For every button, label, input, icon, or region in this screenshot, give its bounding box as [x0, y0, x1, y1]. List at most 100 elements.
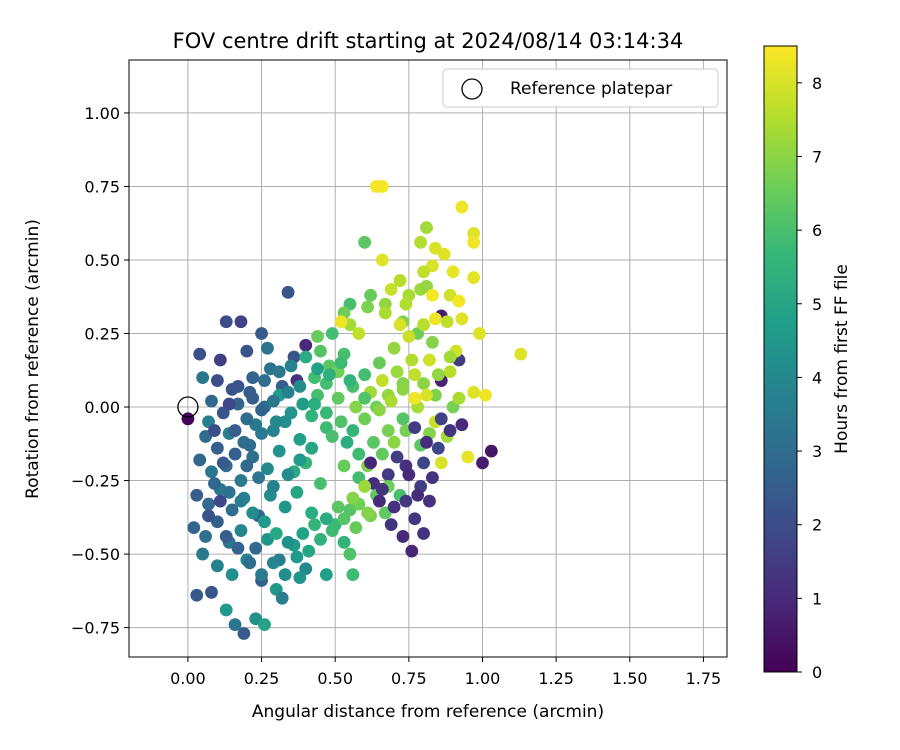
data-point [384, 282, 398, 296]
data-point [384, 518, 398, 532]
data-point [293, 432, 307, 446]
data-point [208, 477, 221, 490]
data-point [319, 512, 333, 526]
data-point [372, 356, 386, 370]
data-point [417, 527, 430, 540]
data-point [302, 544, 316, 558]
data-point [219, 530, 233, 543]
data-point [467, 227, 481, 240]
data-point [405, 544, 419, 558]
data-point [290, 550, 304, 564]
data-point [331, 500, 345, 514]
data-point [231, 541, 245, 555]
data-point [467, 235, 481, 249]
data-point [461, 450, 475, 464]
data-point [428, 388, 442, 402]
data-point [272, 444, 286, 458]
data-point [240, 344, 254, 358]
data-point [225, 568, 239, 582]
data-point [420, 221, 433, 235]
data-point [234, 494, 248, 508]
data-point [213, 494, 227, 508]
data-point [405, 353, 419, 367]
data-point [255, 403, 268, 417]
colorbar-label: Hours from first FF file [832, 264, 852, 454]
data-point [390, 450, 404, 464]
data-point [269, 415, 283, 429]
data-points [181, 180, 528, 640]
legend: Reference platepar [442, 68, 719, 108]
data-point [266, 556, 280, 570]
data-point [296, 527, 310, 540]
data-point [372, 403, 386, 417]
chart-title: FOV centre drift starting at 2024/08/14 … [173, 29, 684, 53]
data-point [202, 497, 215, 511]
y-axis-label: Rotation from reference (arcmin) [23, 219, 43, 499]
data-point [266, 394, 280, 408]
data-point [216, 456, 230, 470]
data-point [352, 447, 366, 461]
data-point [337, 512, 351, 526]
reference-platepar-marker [177, 396, 199, 418]
data-point [331, 391, 345, 405]
data-point [293, 453, 307, 467]
y-tick-label: 0.75 [84, 177, 120, 196]
data-point [358, 368, 372, 382]
data-point [381, 424, 395, 437]
data-point [308, 397, 321, 411]
data-point [334, 315, 348, 329]
data-point [372, 494, 386, 508]
data-point [299, 338, 313, 352]
data-point [208, 424, 221, 437]
data-point [402, 468, 416, 482]
data-point [396, 382, 410, 396]
data-point [219, 315, 233, 329]
data-point [337, 459, 351, 473]
data-point [426, 288, 439, 302]
data-point [319, 568, 333, 582]
data-point [255, 427, 268, 440]
y-tick-label: 0.25 [84, 325, 120, 344]
data-point [476, 456, 489, 470]
data-point [305, 506, 319, 520]
data-point [193, 453, 207, 467]
data-point [364, 288, 377, 302]
data-point [305, 409, 319, 423]
data-point [358, 412, 372, 426]
data-point [384, 394, 398, 408]
data-point [278, 500, 292, 514]
data-point [210, 559, 224, 573]
data-point [434, 456, 448, 470]
data-point [443, 350, 457, 364]
data-point [420, 435, 433, 449]
data-point [202, 509, 215, 523]
data-point [187, 521, 201, 535]
y-tick-label: −0.75 [71, 619, 120, 638]
data-point [443, 365, 457, 379]
data-point [399, 494, 413, 508]
data-point [311, 330, 324, 343]
data-point [281, 535, 295, 549]
data-point [243, 556, 257, 570]
x-axis-label: Angular distance from reference (arcmin) [252, 702, 604, 722]
data-point [358, 235, 372, 249]
data-point [261, 462, 274, 476]
data-point [272, 365, 286, 379]
data-point [193, 347, 207, 361]
data-point [393, 318, 407, 332]
y-axis-ticks: −0.75 −0.50 −0.25 0.00 0.25 0.50 0.75 1.00 [71, 104, 129, 638]
data-point [414, 235, 428, 249]
data-point [258, 374, 271, 387]
data-point [228, 447, 242, 461]
x-tick-label: 1.50 [612, 669, 648, 688]
data-point [426, 471, 439, 485]
data-point [311, 362, 324, 376]
data-point [181, 412, 195, 426]
data-point [222, 397, 236, 411]
data-point [275, 591, 289, 605]
x-tick-label: 0.50 [317, 669, 353, 688]
data-point [431, 441, 445, 455]
data-point [290, 485, 304, 499]
data-point [196, 371, 210, 385]
y-tick-label: −0.25 [71, 472, 120, 491]
